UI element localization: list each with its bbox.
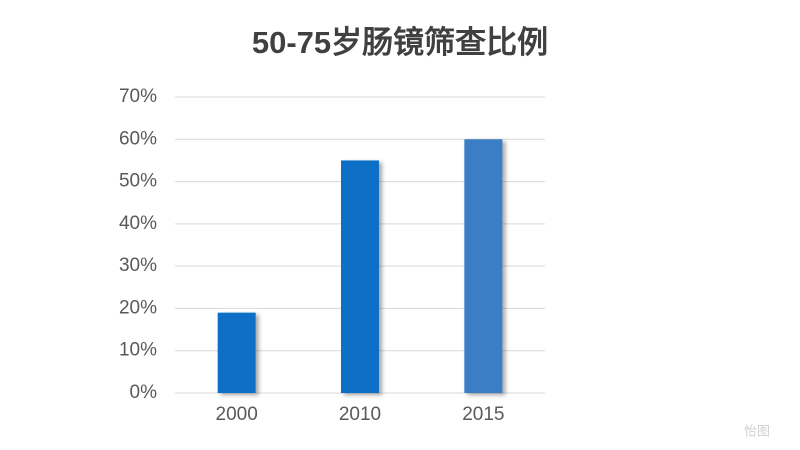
bar — [341, 160, 379, 393]
y-tick-label: 0% — [130, 382, 158, 403]
y-tick-label: 50% — [119, 171, 157, 192]
y-tick-label: 60% — [119, 128, 157, 149]
x-tick-label: 2000 — [216, 404, 258, 425]
y-tick-label: 20% — [119, 297, 157, 318]
y-tick-label: 30% — [119, 255, 157, 276]
bar — [217, 312, 256, 393]
bar — [464, 139, 503, 393]
y-tick-label: 40% — [119, 213, 157, 234]
watermark: 怡图 — [744, 423, 770, 438]
x-tick-label: 2015 — [462, 404, 504, 425]
chart-title: 50-75岁肠镜筛查比例 — [252, 25, 548, 60]
x-tick-label: 2010 — [339, 404, 381, 425]
y-tick-label: 10% — [119, 340, 157, 361]
y-tick-label: 70% — [119, 86, 157, 107]
